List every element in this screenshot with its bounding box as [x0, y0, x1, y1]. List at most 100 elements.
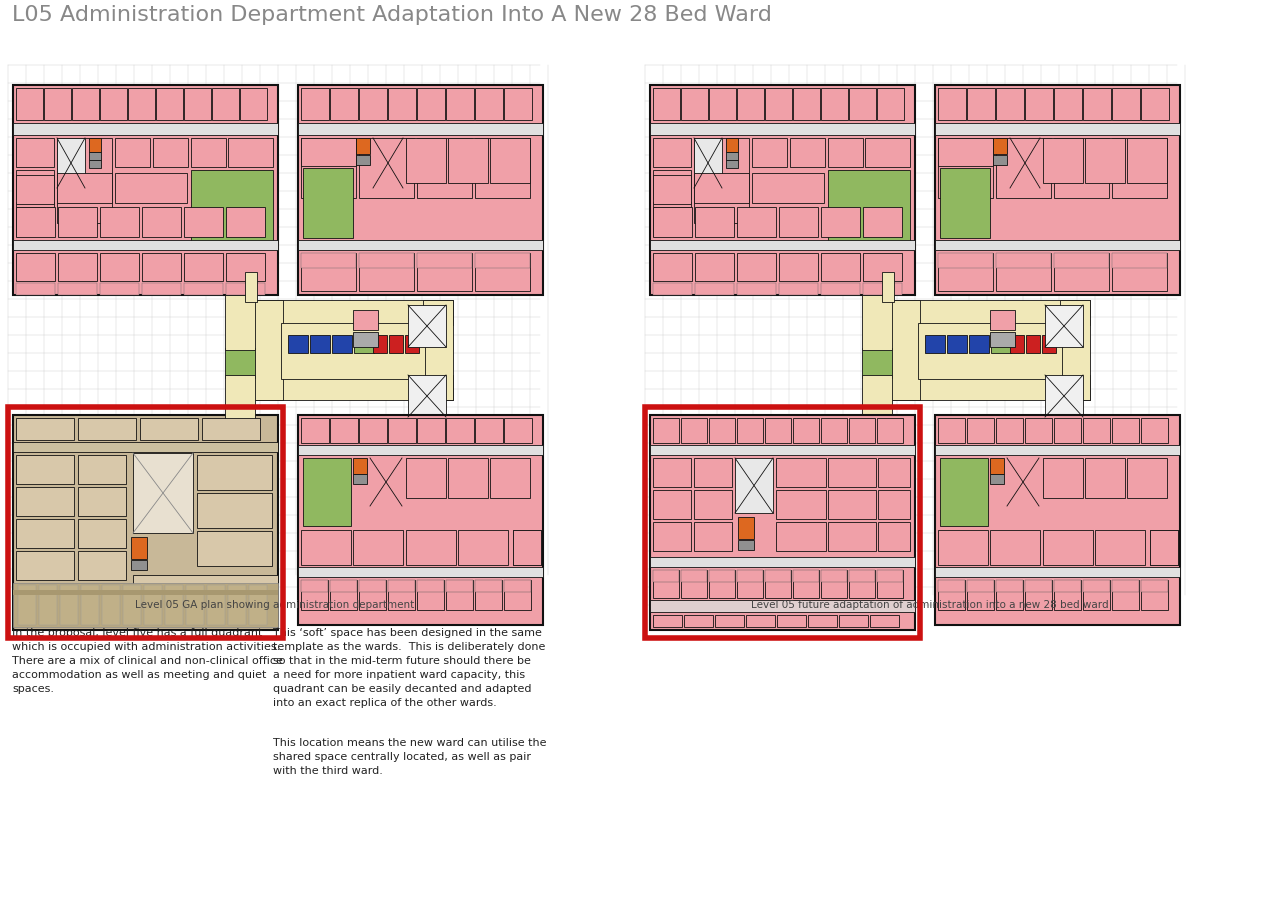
- Bar: [709, 570, 735, 598]
- Bar: [1112, 253, 1168, 291]
- Bar: [793, 570, 819, 598]
- Bar: [935, 85, 1180, 295]
- Bar: [821, 570, 847, 598]
- Bar: [207, 585, 225, 625]
- Bar: [1025, 580, 1052, 592]
- Bar: [967, 418, 994, 443]
- Bar: [735, 458, 772, 513]
- Bar: [1060, 300, 1091, 400]
- Bar: [225, 375, 255, 420]
- Bar: [849, 570, 875, 598]
- Bar: [15, 253, 55, 281]
- Bar: [89, 138, 101, 152]
- Bar: [15, 487, 74, 516]
- Bar: [694, 138, 722, 188]
- Bar: [18, 585, 36, 625]
- Bar: [387, 580, 414, 592]
- Bar: [752, 138, 786, 167]
- Bar: [302, 530, 352, 565]
- Bar: [353, 474, 367, 484]
- Bar: [359, 580, 386, 592]
- Bar: [849, 88, 876, 120]
- Bar: [13, 442, 278, 452]
- Bar: [298, 567, 543, 577]
- Bar: [765, 570, 792, 598]
- Bar: [303, 458, 352, 526]
- Bar: [513, 530, 541, 565]
- Bar: [1083, 88, 1111, 120]
- Bar: [13, 240, 278, 250]
- Bar: [1055, 88, 1082, 120]
- Bar: [808, 615, 837, 627]
- Bar: [191, 170, 273, 245]
- Bar: [157, 88, 183, 120]
- Bar: [228, 585, 246, 625]
- Bar: [653, 490, 692, 519]
- Bar: [15, 207, 54, 236]
- Bar: [938, 88, 966, 120]
- Bar: [1055, 253, 1109, 291]
- Bar: [475, 138, 530, 198]
- Bar: [15, 88, 44, 120]
- Bar: [89, 160, 101, 168]
- Bar: [821, 418, 847, 443]
- Bar: [645, 407, 920, 638]
- Bar: [828, 522, 876, 551]
- Bar: [302, 253, 355, 291]
- Bar: [153, 138, 189, 167]
- Bar: [475, 253, 530, 268]
- Bar: [736, 207, 776, 237]
- Bar: [183, 88, 210, 120]
- Bar: [253, 300, 453, 325]
- Bar: [990, 474, 1005, 484]
- Bar: [302, 580, 328, 610]
- Bar: [144, 585, 162, 625]
- Bar: [779, 253, 819, 281]
- Bar: [967, 580, 994, 610]
- Bar: [736, 88, 763, 120]
- Text: L05 Administration Department Adaptation Into A New 28 Bed Ward: L05 Administration Department Adaptation…: [12, 5, 772, 25]
- Bar: [302, 253, 355, 268]
- Bar: [653, 202, 692, 231]
- Bar: [752, 173, 824, 203]
- Bar: [938, 418, 965, 443]
- Bar: [417, 253, 472, 268]
- Bar: [78, 487, 126, 516]
- Bar: [417, 418, 445, 443]
- Bar: [653, 175, 692, 204]
- Bar: [726, 160, 738, 168]
- Bar: [793, 570, 819, 582]
- Bar: [849, 418, 875, 443]
- Bar: [78, 519, 126, 548]
- Bar: [1141, 88, 1169, 120]
- Bar: [694, 522, 733, 551]
- Bar: [15, 138, 54, 167]
- Bar: [458, 530, 508, 565]
- Bar: [281, 323, 425, 379]
- Bar: [475, 253, 530, 291]
- Bar: [745, 615, 775, 627]
- Bar: [715, 615, 744, 627]
- Bar: [653, 570, 679, 582]
- Bar: [423, 300, 453, 400]
- Bar: [81, 585, 99, 625]
- Bar: [359, 418, 387, 443]
- Bar: [653, 253, 692, 281]
- Bar: [475, 418, 503, 443]
- Bar: [15, 283, 55, 295]
- Bar: [863, 283, 902, 295]
- Bar: [15, 207, 55, 237]
- Bar: [58, 253, 98, 281]
- Bar: [726, 152, 738, 160]
- Bar: [681, 418, 707, 443]
- Bar: [475, 580, 502, 592]
- Bar: [878, 570, 903, 582]
- Bar: [919, 323, 1062, 379]
- Bar: [878, 458, 910, 487]
- Bar: [1083, 418, 1110, 443]
- Bar: [878, 88, 905, 120]
- Bar: [776, 490, 826, 519]
- Bar: [353, 458, 367, 474]
- Bar: [373, 335, 387, 353]
- Bar: [253, 300, 284, 400]
